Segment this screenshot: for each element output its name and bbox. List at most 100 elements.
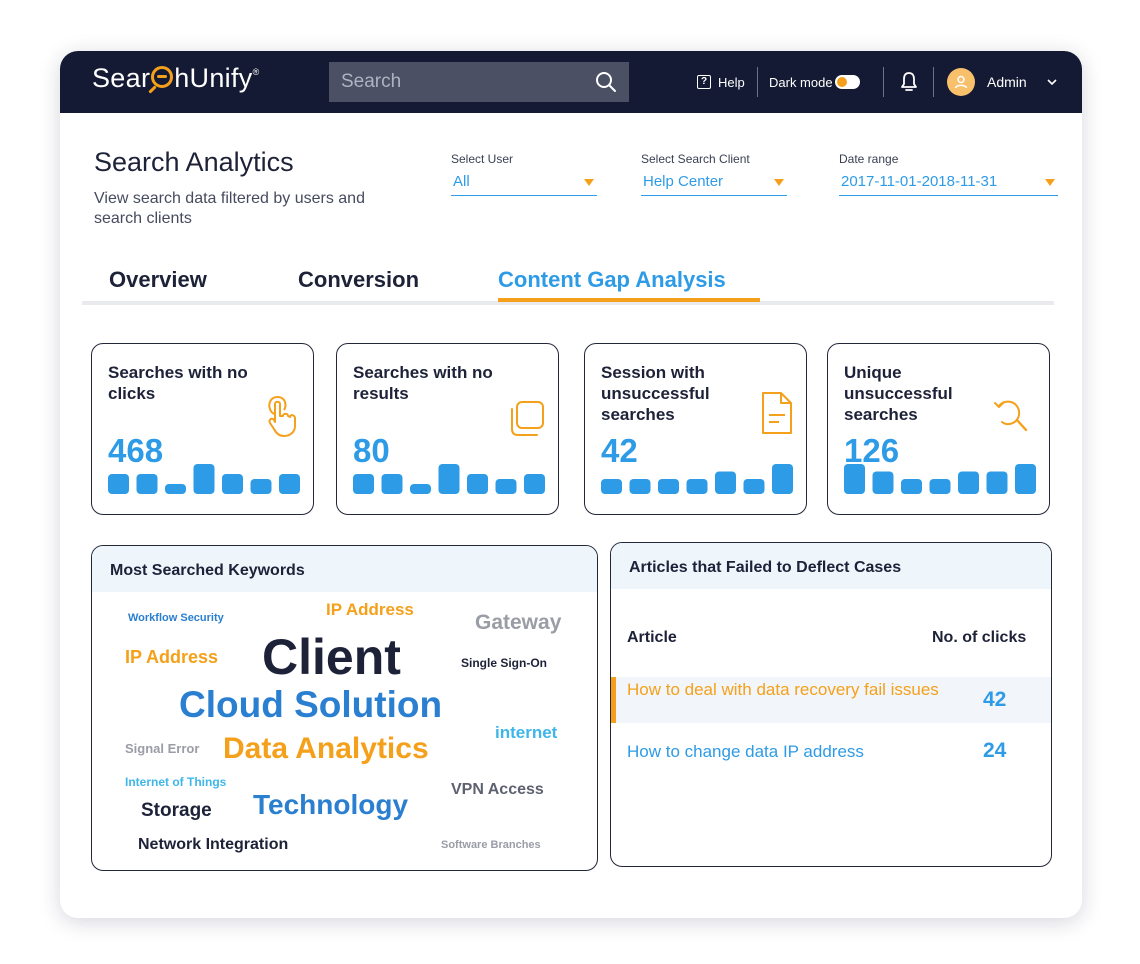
metric-card-no-clicks[interactable]: Searches with no clicks 468: [91, 343, 314, 515]
sparkline-bar: [872, 471, 894, 494]
article-clicks: 24: [983, 739, 1007, 762]
user-name[interactable]: Admin: [987, 74, 1027, 90]
top-bar: Sear hUnify® ? Help Dark mode: [60, 51, 1082, 113]
sparkline-bar: [658, 479, 679, 494]
help-icon: ?: [697, 75, 711, 89]
metric-sparkline: [353, 464, 545, 494]
date-range-select[interactable]: 2017-11-01-2018-11-31: [839, 173, 1058, 196]
logo[interactable]: Sear hUnify®: [92, 63, 260, 94]
article-row[interactable]: How to deal with data recovery fail issu…: [611, 677, 1051, 723]
article-title[interactable]: How to change data IP address: [627, 742, 864, 761]
keyword[interactable]: internet: [495, 723, 558, 742]
sparkline-bar: [901, 479, 922, 494]
keyword[interactable]: IP Address: [125, 647, 219, 667]
divider: [757, 67, 758, 97]
divider: [933, 67, 934, 97]
keyword[interactable]: Signal Error: [125, 741, 200, 756]
sparkline-bar: [524, 474, 545, 494]
sparkline-bar: [108, 474, 129, 494]
date-range-value: 2017-11-01-2018-11-31: [841, 173, 998, 190]
search-refresh-icon: [994, 400, 1028, 432]
tab-content-gap-analysis[interactable]: Content Gap Analysis: [498, 267, 726, 292]
metric-sparkline: [601, 464, 793, 494]
keyword[interactable]: Gateway: [475, 611, 562, 634]
sparkline-bar: [1015, 464, 1036, 494]
caret-down-icon: [584, 179, 594, 186]
chevron-down-icon[interactable]: [1046, 76, 1058, 88]
sparkline-bar: [136, 474, 158, 494]
keyword[interactable]: VPN Access: [451, 781, 544, 798]
bell-icon[interactable]: [899, 71, 919, 93]
metric-card-unsuccessful-sessions[interactable]: Session with unsuccessful searches 42: [584, 343, 807, 515]
search-client-select-value: Help Center: [643, 173, 724, 190]
article-row[interactable]: How to change data IP address 24: [611, 737, 1051, 767]
keyword[interactable]: Cloud Solution: [179, 684, 443, 725]
sparkline-bar: [495, 479, 517, 494]
row-highlight-bar: [611, 677, 616, 723]
user-filter: Select User All: [451, 152, 597, 196]
keyword[interactable]: Workflow Security: [128, 612, 224, 624]
keywords-panel-title: Most Searched Keywords: [92, 546, 597, 592]
metric-sparkline: [844, 464, 1036, 494]
article-title[interactable]: How to deal with data recovery fail issu…: [627, 680, 939, 699]
articles-panel: Articles that Failed to Deflect Cases Ar…: [610, 542, 1052, 867]
metric-card-unique-unsuccessful[interactable]: Unique unsuccessful searches 126: [827, 343, 1050, 515]
filter-label: Select Search Client: [641, 152, 750, 166]
search-icon[interactable]: [595, 71, 617, 93]
sparkline-bar: [686, 479, 708, 494]
logo-text-start: Sear: [92, 63, 151, 93]
keyword[interactable]: Network Integration: [138, 836, 289, 853]
tab-conversion[interactable]: Conversion: [298, 267, 420, 292]
sparkline-bar: [410, 484, 431, 494]
metric-title: Searches with no results: [353, 363, 493, 403]
dark-mode-toggle[interactable]: [834, 75, 860, 89]
sparkline-bar: [958, 471, 979, 494]
caret-down-icon: [1045, 179, 1055, 186]
keyword[interactable]: Data Analytics: [223, 732, 429, 765]
sparkline-bar: [601, 479, 622, 494]
search-client-filter: Select Search Client Help Center: [641, 152, 787, 196]
clicks-column-header: No. of clicks: [932, 629, 1027, 646]
search-input[interactable]: [329, 62, 579, 102]
metric-value: 42: [601, 432, 638, 469]
sparkline-bar: [381, 474, 403, 494]
help-label: Help: [718, 74, 745, 90]
sparkline-bar: [193, 464, 215, 494]
tab-bar: Overview Conversion Content Gap Analysis: [82, 261, 1054, 305]
search-client-select[interactable]: Help Center: [641, 173, 787, 196]
keyword[interactable]: Single Sign-On: [461, 656, 547, 670]
sparkline-bar: [279, 474, 300, 494]
tab-overview[interactable]: Overview: [109, 267, 207, 292]
user-icon: [954, 75, 968, 89]
logo-text-end: hUnify: [174, 63, 253, 93]
avatar[interactable]: [947, 68, 975, 96]
tap-finger-icon: [268, 396, 296, 437]
metric-card-no-results[interactable]: Searches with no results 80: [336, 343, 559, 515]
help-link[interactable]: ? Help: [697, 71, 745, 93]
filter-label: Date range: [839, 152, 899, 166]
logo-registered-mark: ®: [252, 67, 260, 77]
keyword[interactable]: Storage: [141, 800, 212, 821]
keyword[interactable]: Client: [262, 629, 401, 685]
metric-title: Searches with no clicks: [108, 363, 248, 403]
keyword[interactable]: Software Branches: [441, 839, 541, 851]
sparkline-bar: [743, 479, 765, 494]
page-title: Search Analytics: [94, 147, 294, 177]
divider: [883, 67, 884, 97]
sparkline-bar: [715, 471, 736, 494]
keyword[interactable]: IP Address: [326, 600, 414, 619]
keyword[interactable]: Internet of Things: [125, 775, 227, 789]
keyword[interactable]: Technology: [253, 789, 409, 820]
sparkline-bar: [353, 474, 374, 494]
user-select[interactable]: All: [451, 173, 597, 196]
keywords-panel: Most Searched Keywords Workflow Security…: [91, 545, 598, 871]
sparkline-bar: [986, 471, 1008, 494]
active-tab-indicator: [498, 298, 760, 302]
document-icon: [762, 392, 792, 434]
sparkline-bar: [467, 474, 488, 494]
dark-mode-label: Dark mode: [769, 74, 833, 90]
metric-title: Session with unsuccessful searches: [601, 363, 710, 424]
sparkline-bar: [629, 479, 651, 494]
sparkline-bar: [165, 484, 186, 494]
caret-down-icon: [774, 179, 784, 186]
